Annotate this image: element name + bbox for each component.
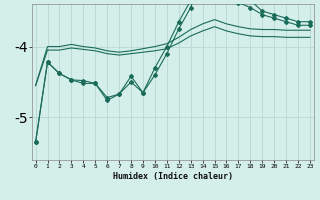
X-axis label: Humidex (Indice chaleur): Humidex (Indice chaleur) [113, 172, 233, 181]
